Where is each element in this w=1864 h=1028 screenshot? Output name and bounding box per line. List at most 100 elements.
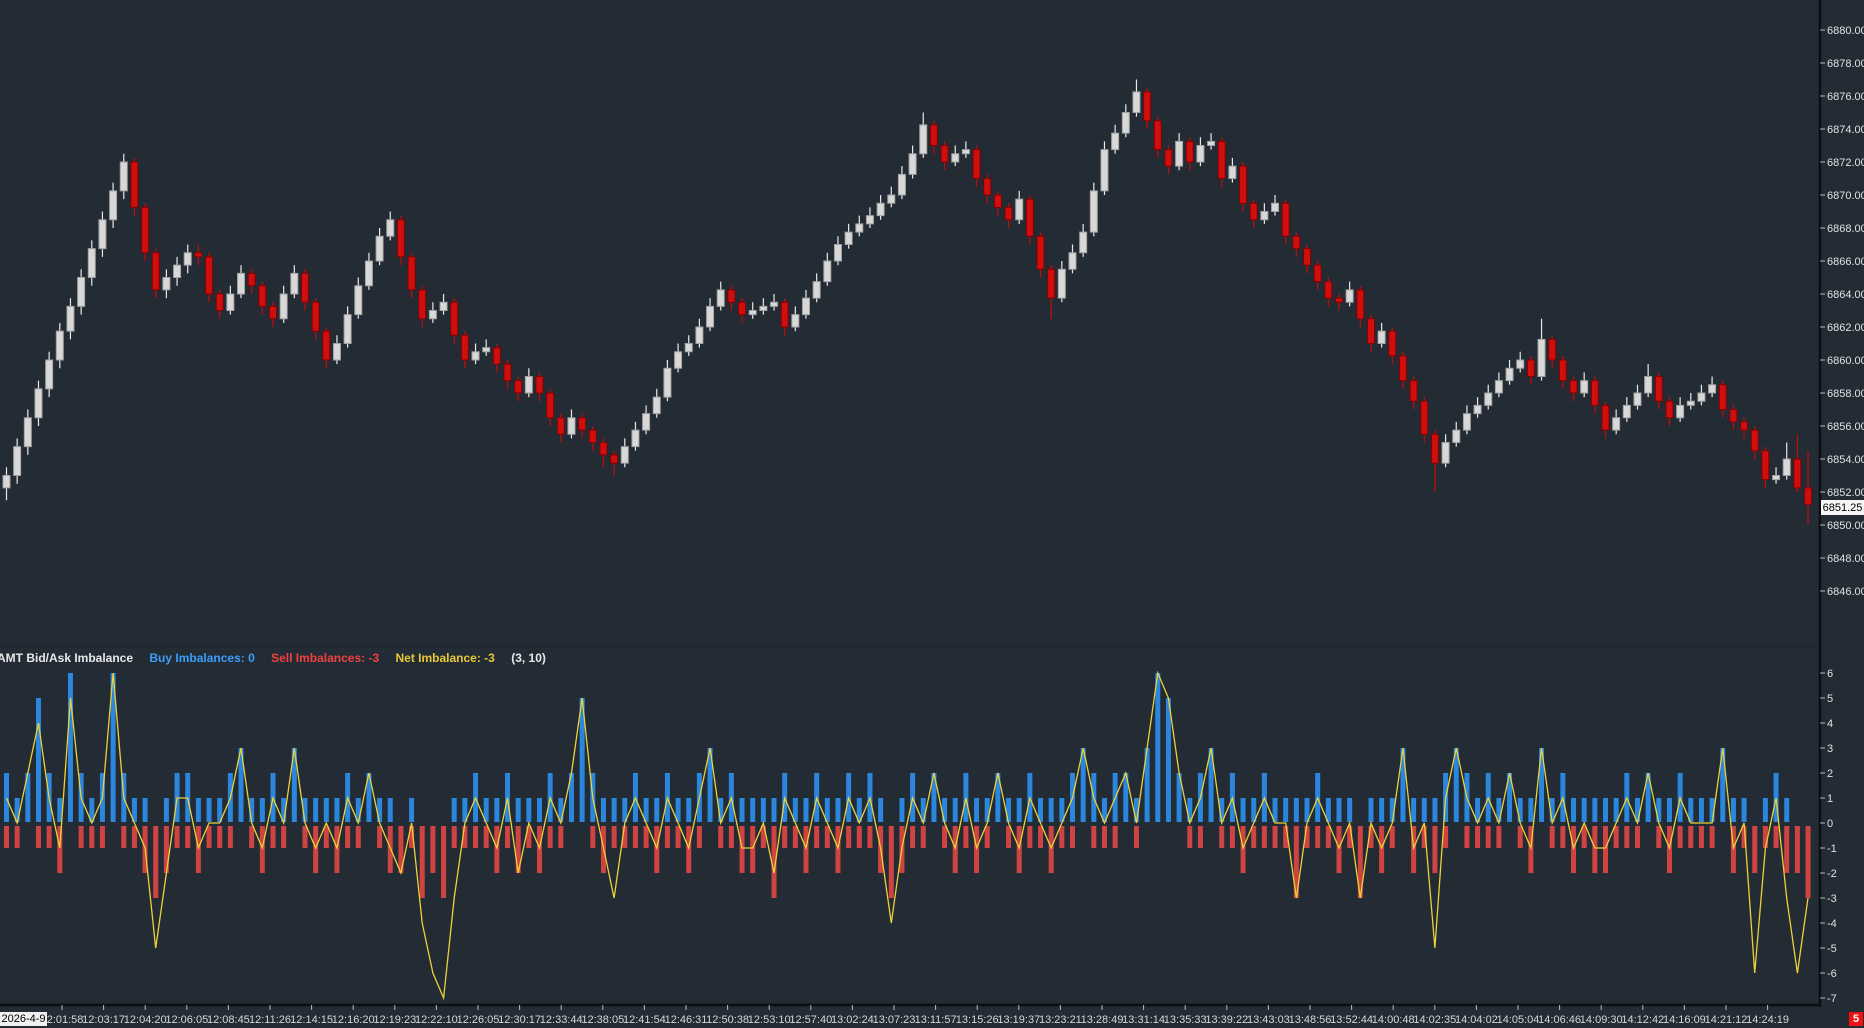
sell-imbalance-bar bbox=[526, 826, 532, 848]
candle-body bbox=[1260, 211, 1269, 221]
time-tick-label: 13:19:37 bbox=[997, 1014, 1040, 1026]
sell-imbalance-bar bbox=[1517, 826, 1523, 848]
candle-body bbox=[1335, 297, 1343, 303]
sell-imbalance-bar bbox=[174, 826, 180, 848]
candle-body bbox=[1036, 235, 1045, 270]
buy-imbalance-bar bbox=[1187, 798, 1193, 822]
candle-body bbox=[87, 248, 96, 278]
sell-imbalance-bar bbox=[270, 826, 276, 848]
sell-imbalance-bar bbox=[846, 826, 852, 848]
candle-body bbox=[1377, 330, 1386, 344]
buy-imbalance-bar bbox=[931, 773, 937, 822]
buy-imbalance-bar bbox=[1549, 798, 1555, 822]
buy-imbalance-bar bbox=[1123, 773, 1129, 822]
buy-imbalance-bar bbox=[1773, 773, 1779, 822]
buy-imbalance-bar bbox=[1165, 698, 1171, 822]
candle-body bbox=[482, 347, 491, 353]
buy-imbalance-bar bbox=[1496, 798, 1502, 822]
buy-imbalance-bar bbox=[1080, 748, 1086, 822]
buy-imbalance-bar bbox=[1251, 798, 1257, 822]
sell-imbalance-bar bbox=[1347, 826, 1353, 848]
candle-body bbox=[1281, 202, 1290, 237]
candle-body bbox=[471, 351, 480, 361]
buy-imbalance-bar bbox=[771, 798, 777, 822]
candle-body bbox=[812, 281, 821, 299]
candle-body bbox=[226, 293, 235, 311]
sell-imbalance-bar bbox=[1613, 826, 1619, 848]
buy-imbalance-bar bbox=[835, 798, 841, 822]
candle-body bbox=[1654, 376, 1663, 402]
sell-imbalance-bar bbox=[547, 826, 553, 848]
study-buy-imbalances-value: Buy Imbalances: 0 bbox=[149, 651, 255, 665]
sell-imbalance-bar bbox=[89, 826, 95, 848]
buy-imbalance-bar bbox=[1741, 798, 1747, 822]
buy-imbalance-bar bbox=[1507, 773, 1513, 822]
candle-body bbox=[279, 293, 288, 320]
candle-body bbox=[1537, 338, 1546, 377]
price-tick-label: 6880.00 bbox=[1827, 25, 1864, 37]
sell-imbalance-bar bbox=[675, 826, 681, 848]
buy-imbalance-bar bbox=[824, 798, 830, 822]
candle-body bbox=[1452, 429, 1461, 443]
buy-imbalance-bar bbox=[707, 748, 713, 822]
sell-imbalance-bar bbox=[611, 826, 617, 848]
candle-body bbox=[439, 301, 448, 311]
buy-imbalance-bar bbox=[1240, 798, 1246, 822]
sell-imbalance-bar bbox=[1304, 826, 1310, 848]
candle-body bbox=[887, 194, 896, 204]
buy-imbalance-bar bbox=[1048, 798, 1054, 822]
indicator-chart-area[interactable] bbox=[0, 646, 1820, 1005]
time-tick-label: 14:16:09 bbox=[1663, 1014, 1706, 1026]
sell-imbalance-bar bbox=[558, 826, 564, 848]
buy-imbalance-bar bbox=[323, 798, 329, 822]
sell-imbalance-bar bbox=[1784, 826, 1790, 873]
study-title: AMT Bid/Ask Imbalance bbox=[0, 651, 134, 665]
candle-body bbox=[1324, 281, 1333, 299]
buy-imbalance-bar bbox=[1421, 798, 1427, 822]
buy-imbalance-bar bbox=[1603, 798, 1608, 822]
price-tick-label: 6862.00 bbox=[1827, 322, 1864, 334]
last-price-box: 6851.25 bbox=[1821, 500, 1864, 515]
buy-imbalance-bar bbox=[1283, 798, 1289, 822]
buy-imbalance-bar bbox=[451, 798, 457, 822]
sell-imbalance-bar bbox=[377, 826, 383, 848]
time-axis-scale-region[interactable] bbox=[0, 1005, 1864, 1028]
time-tick-label: 12:30:17 bbox=[498, 1014, 541, 1026]
sell-imbalance-bar bbox=[35, 826, 41, 848]
study-label-row[interactable]: AMT Bid/Ask Imbalance Buy Imbalances: 0 … bbox=[0, 651, 559, 667]
candle-body bbox=[546, 392, 555, 419]
buy-imbalance-bar bbox=[4, 773, 9, 822]
buy-imbalance-bar bbox=[409, 798, 415, 822]
candle-body bbox=[610, 454, 619, 464]
sell-imbalance-bar bbox=[1091, 826, 1097, 848]
price-chart-area[interactable] bbox=[0, 0, 1820, 646]
candle-body bbox=[1345, 289, 1354, 303]
buy-imbalance-bar bbox=[1656, 798, 1662, 822]
time-tick-label: 13:31:14 bbox=[1122, 1014, 1165, 1026]
candle-body bbox=[1079, 231, 1088, 254]
buy-imbalance-bar bbox=[899, 798, 905, 822]
candle-body bbox=[247, 272, 256, 287]
time-tick-label: 13:52:44 bbox=[1330, 1014, 1373, 1026]
sell-imbalance-bar bbox=[760, 826, 766, 848]
buy-imbalance-bar bbox=[67, 673, 73, 822]
buy-imbalance-bar bbox=[974, 798, 980, 822]
sell-imbalance-bar bbox=[1752, 826, 1758, 873]
buy-imbalance-bar bbox=[1368, 798, 1374, 822]
buy-imbalance-bar bbox=[803, 798, 809, 822]
candle-body bbox=[876, 202, 885, 217]
candle-body bbox=[1772, 475, 1781, 481]
candle-body bbox=[1612, 417, 1621, 431]
buy-imbalance-bar bbox=[1016, 798, 1022, 822]
sell-imbalance-bar bbox=[888, 826, 894, 898]
candle-body bbox=[706, 305, 715, 328]
sell-imbalance-bar bbox=[355, 826, 361, 848]
chart-update-interval-badge[interactable]: 5 bbox=[1849, 1012, 1863, 1026]
time-tick-label: 14:12:42 bbox=[1621, 1014, 1664, 1026]
buy-imbalance-bar bbox=[206, 798, 212, 822]
indicator-tick-label: 4 bbox=[1827, 718, 1833, 730]
candle-body bbox=[642, 413, 651, 431]
buy-imbalance-bar bbox=[1133, 798, 1139, 822]
